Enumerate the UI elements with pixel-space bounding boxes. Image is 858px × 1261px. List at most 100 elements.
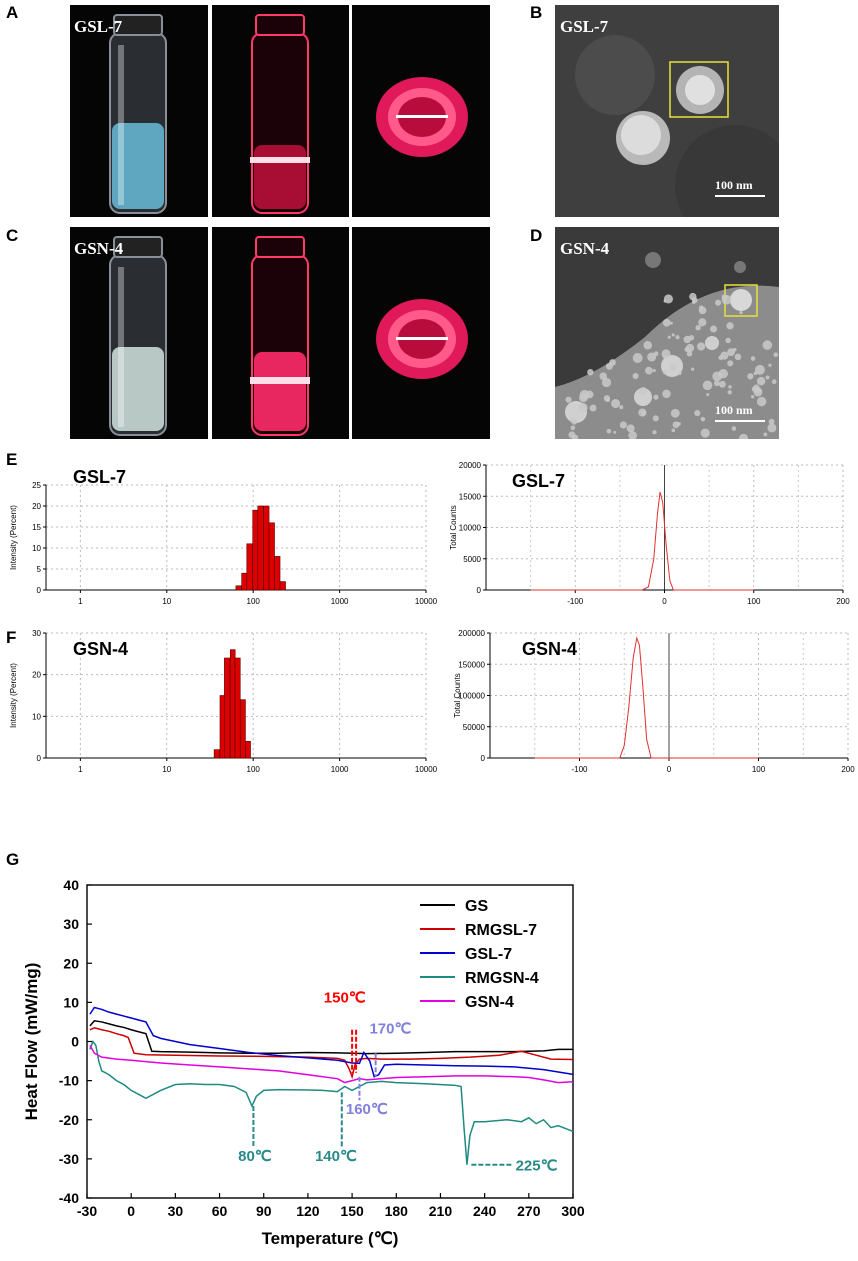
x-tick-label: 60 [212, 1203, 228, 1219]
nanoparticle [571, 419, 578, 425]
y-tick-label: 15000 [459, 492, 482, 501]
photo-vial-a-laser [212, 5, 349, 217]
nanoparticle [568, 431, 576, 439]
nanoparticle [721, 294, 732, 305]
y-axis-title: Intensity (Percent) [9, 663, 18, 728]
nanoparticle [686, 350, 693, 357]
y-axis-title: Total Counts [449, 505, 458, 549]
nanoparticle [677, 371, 682, 376]
y-tick-label: -10 [59, 1073, 79, 1089]
x-tick-label: 1000 [331, 765, 349, 773]
series-line-gs [89, 1019, 573, 1055]
y-tick-label: 20000 [459, 461, 482, 470]
nanoparticle [670, 408, 680, 418]
nanoparticle [690, 367, 695, 371]
x-tick-label: 10000 [415, 597, 438, 605]
nanoparticle [709, 325, 718, 333]
x-tick-label: -100 [567, 597, 584, 605]
y-tick-label: 40 [63, 877, 79, 893]
panel-label-g: G [6, 850, 20, 869]
sample-label: GSL-7 [74, 17, 123, 36]
nanoparticle [700, 428, 710, 438]
nanoparticle [626, 424, 635, 433]
x-tick-label: 100 [247, 597, 261, 605]
y-tick-label: 5 [37, 565, 42, 574]
x-tick-label: -100 [571, 765, 588, 773]
x-tick-label: 10 [162, 597, 171, 605]
sample-label: GSN-4 [560, 239, 610, 258]
panel-label-c: C [6, 226, 19, 245]
nanoparticle [638, 408, 647, 417]
nanoparticle [718, 355, 724, 361]
panel-label-a: A [6, 3, 19, 22]
x-tick-label: 1 [78, 597, 83, 605]
x-tick-label: 240 [473, 1203, 497, 1219]
tem-illustration [555, 227, 779, 439]
y-tick-label: -20 [59, 1112, 79, 1128]
nanoparticle [601, 377, 612, 388]
nanoparticle [756, 396, 767, 407]
vial-top-illustration [376, 77, 468, 157]
nanoparticle [632, 353, 643, 363]
annotation-label: 160℃ [346, 1101, 388, 1118]
legend-label: RMGSL-7 [465, 922, 537, 939]
nanoparticle [685, 343, 695, 353]
size-bar [252, 509, 259, 591]
nanoparticle [609, 359, 616, 366]
chart-sample-label: GSN-4 [522, 639, 577, 659]
y-tick-label: 25 [32, 481, 41, 490]
x-tick-label: 100 [747, 597, 761, 605]
chart-sample-label: GSN-4 [73, 639, 128, 659]
x-tick-label: 30 [168, 1203, 184, 1219]
y-tick-label: 5000 [463, 555, 481, 564]
photo-vial-c-laser [212, 227, 349, 439]
size-bar [274, 556, 281, 591]
nanoparticle [677, 421, 681, 426]
x-tick-label: 150 [340, 1203, 364, 1219]
size-bar [235, 585, 242, 591]
photo-vial-c-top [352, 227, 490, 439]
nanoparticle [753, 387, 763, 397]
legend-label: GSN-4 [465, 994, 514, 1011]
nanoparticle [662, 355, 666, 359]
nanoparticle [700, 416, 706, 422]
nanoparticle [727, 390, 732, 395]
nanoparticle [773, 352, 779, 358]
nanoparticle [725, 337, 731, 344]
y-tick-label: 0 [37, 754, 42, 763]
nanoparticle [669, 321, 673, 325]
nanoparticle [768, 363, 772, 367]
size-bar [246, 543, 253, 591]
nanoparticle [570, 425, 576, 431]
nanoparticle [662, 389, 671, 399]
annotation-label: 170℃ [369, 1021, 411, 1038]
nanoparticle [747, 373, 754, 380]
y-tick-label: 0 [481, 754, 486, 763]
x-tick-label: 210 [429, 1203, 453, 1219]
scale-bar [715, 420, 765, 422]
x-tick-label: 0 [127, 1203, 135, 1219]
nanoparticle [652, 415, 659, 422]
vial-laser-illustration [250, 236, 310, 436]
scale-bar-label: 100 nm [715, 178, 753, 192]
nanoparticle [756, 376, 766, 386]
nanoparticle [662, 370, 667, 375]
nanoparticle [639, 387, 648, 396]
nanoparticle [578, 402, 588, 413]
y-tick-label: 20 [63, 955, 79, 971]
size-bar [213, 749, 220, 759]
x-tick-label: 1 [78, 765, 83, 773]
size-bar [230, 649, 236, 759]
nanoparticle [653, 394, 659, 400]
size-bar [219, 695, 226, 759]
y-tick-label: 0 [477, 586, 482, 595]
nanoparticle [706, 392, 710, 397]
x-tick-label: 100 [752, 765, 766, 773]
nanoparticle [767, 423, 777, 433]
chart-sample-label: GSL-7 [512, 471, 565, 491]
vial-illustration [109, 14, 167, 214]
nanoparticle [698, 318, 707, 327]
photo-vial-a-daylight: GSL-7 [70, 5, 208, 217]
nanoparticle [652, 368, 656, 373]
nanoparticle [579, 389, 590, 400]
